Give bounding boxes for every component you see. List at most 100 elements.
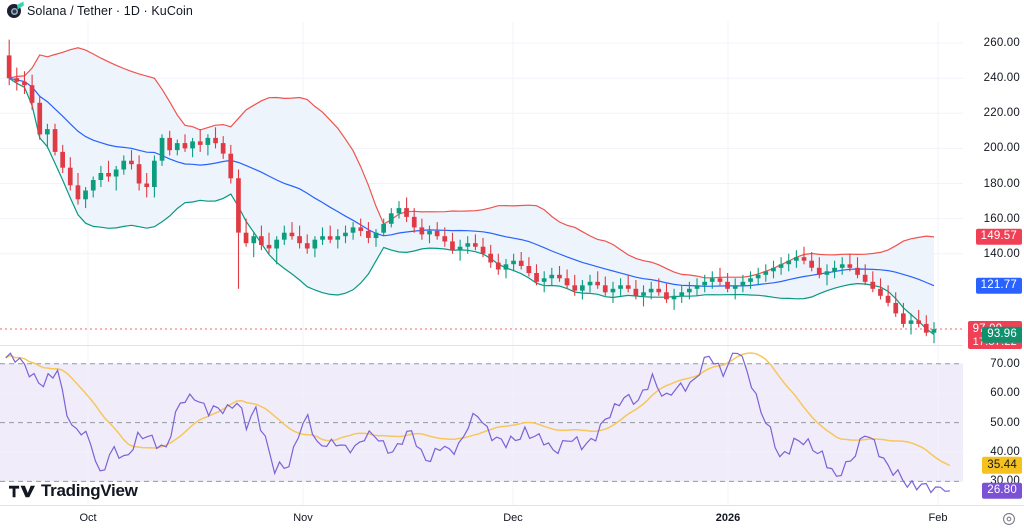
candle bbox=[541, 271, 547, 293]
candle bbox=[37, 95, 43, 140]
candle bbox=[862, 264, 868, 286]
candle bbox=[251, 232, 257, 258]
candle bbox=[618, 278, 623, 296]
candle bbox=[931, 322, 937, 344]
candle bbox=[878, 278, 883, 300]
candle bbox=[893, 292, 899, 317]
time-axis-tick: Feb bbox=[928, 512, 948, 524]
candle bbox=[228, 144, 234, 184]
candle bbox=[557, 266, 562, 282]
candle bbox=[373, 229, 379, 247]
rsi-value[interactable]: 26.80 bbox=[982, 482, 1022, 500]
candle bbox=[236, 169, 241, 289]
candle bbox=[534, 264, 539, 286]
price-axis-tick: 240.00 bbox=[983, 72, 1020, 85]
rsi-axis-tick: 70.00 bbox=[990, 357, 1020, 370]
candle bbox=[755, 267, 761, 286]
candle bbox=[473, 234, 478, 251]
candle bbox=[266, 232, 272, 254]
candle bbox=[549, 267, 555, 286]
tradingview-wordmark: TradingView bbox=[41, 481, 138, 500]
candle bbox=[580, 280, 585, 300]
candle bbox=[625, 274, 631, 293]
chart-header: Solana / Tether · 1D · KuCoin bbox=[0, 0, 1024, 22]
candle bbox=[656, 278, 662, 296]
candle bbox=[511, 253, 516, 272]
pane-divider bbox=[0, 345, 963, 346]
price-axis-tick: 140.00 bbox=[983, 247, 1020, 260]
candle bbox=[572, 274, 578, 296]
candle bbox=[243, 218, 249, 247]
candle bbox=[182, 134, 188, 152]
price-axis-tick: 160.00 bbox=[983, 212, 1020, 225]
candle bbox=[633, 280, 639, 300]
time-scale[interactable]: Oct Nov Dec 2026 Feb bbox=[0, 505, 1024, 530]
bollinger-basis-value[interactable]: 121.77 bbox=[975, 277, 1022, 294]
candle bbox=[22, 71, 27, 94]
price-scale[interactable]: 260.00 240.00 220.00 200.00 180.00 160.00 140.… bbox=[963, 22, 1024, 505]
candle bbox=[174, 139, 180, 156]
candle bbox=[419, 218, 425, 240]
candle bbox=[121, 155, 127, 175]
candle bbox=[503, 259, 509, 279]
rsi-axis-tick: 60.00 bbox=[990, 387, 1020, 400]
gear-icon[interactable] bbox=[1002, 512, 1016, 526]
rsi-pane[interactable] bbox=[0, 346, 963, 505]
candle bbox=[167, 130, 172, 156]
candle bbox=[740, 274, 746, 293]
candle bbox=[816, 257, 822, 279]
candle bbox=[274, 236, 279, 265]
candle bbox=[411, 208, 417, 233]
candle bbox=[602, 276, 608, 296]
rsi-chart-canvas bbox=[0, 346, 963, 505]
candle bbox=[289, 222, 295, 240]
candle bbox=[304, 234, 310, 254]
candle bbox=[687, 281, 692, 300]
candle bbox=[281, 225, 287, 245]
candle bbox=[98, 165, 104, 187]
price-axis-tick: 220.00 bbox=[983, 107, 1020, 120]
candle bbox=[786, 253, 792, 272]
candle bbox=[885, 285, 891, 307]
candle bbox=[809, 252, 814, 272]
time-axis-tick: 2026 bbox=[715, 512, 741, 524]
candle bbox=[45, 123, 50, 149]
bollinger-lower-value[interactable]: 93.96 bbox=[982, 326, 1022, 343]
price-pane[interactable] bbox=[0, 22, 963, 345]
symbol-title[interactable]: Solana / Tether · 1D · KuCoin bbox=[27, 4, 193, 18]
tradingview-logo-icon bbox=[9, 485, 35, 497]
bollinger-upper-value[interactable]: 149.57 bbox=[975, 228, 1022, 246]
candle bbox=[350, 222, 356, 240]
rsi-axis-tick: 40.00 bbox=[990, 446, 1020, 458]
candle bbox=[427, 225, 432, 244]
candle bbox=[641, 285, 646, 307]
candle bbox=[771, 260, 776, 279]
candle bbox=[763, 264, 769, 282]
candle bbox=[152, 155, 157, 198]
rsi-ma-value[interactable]: 35.44 bbox=[982, 457, 1022, 474]
candle bbox=[839, 257, 845, 275]
candle bbox=[366, 222, 371, 244]
candle bbox=[916, 309, 921, 328]
candle bbox=[778, 257, 784, 275]
price-axis-tick: 180.00 bbox=[983, 177, 1020, 190]
solana-logo-icon bbox=[7, 4, 21, 18]
candle bbox=[14, 67, 20, 91]
candle bbox=[526, 257, 532, 277]
candle bbox=[923, 315, 929, 337]
candle bbox=[388, 208, 394, 228]
candle bbox=[679, 285, 685, 303]
candle bbox=[832, 260, 837, 279]
candle bbox=[488, 244, 493, 268]
candle bbox=[671, 288, 677, 310]
candle bbox=[495, 253, 501, 275]
rsi-axis-tick: 50.00 bbox=[990, 416, 1020, 429]
candle bbox=[709, 271, 715, 289]
candle bbox=[465, 236, 471, 254]
candle bbox=[610, 281, 616, 303]
candle bbox=[870, 271, 876, 293]
candle bbox=[725, 273, 730, 293]
time-axis-tick: Dec bbox=[503, 512, 523, 524]
candle bbox=[702, 274, 707, 293]
candle bbox=[83, 187, 88, 209]
